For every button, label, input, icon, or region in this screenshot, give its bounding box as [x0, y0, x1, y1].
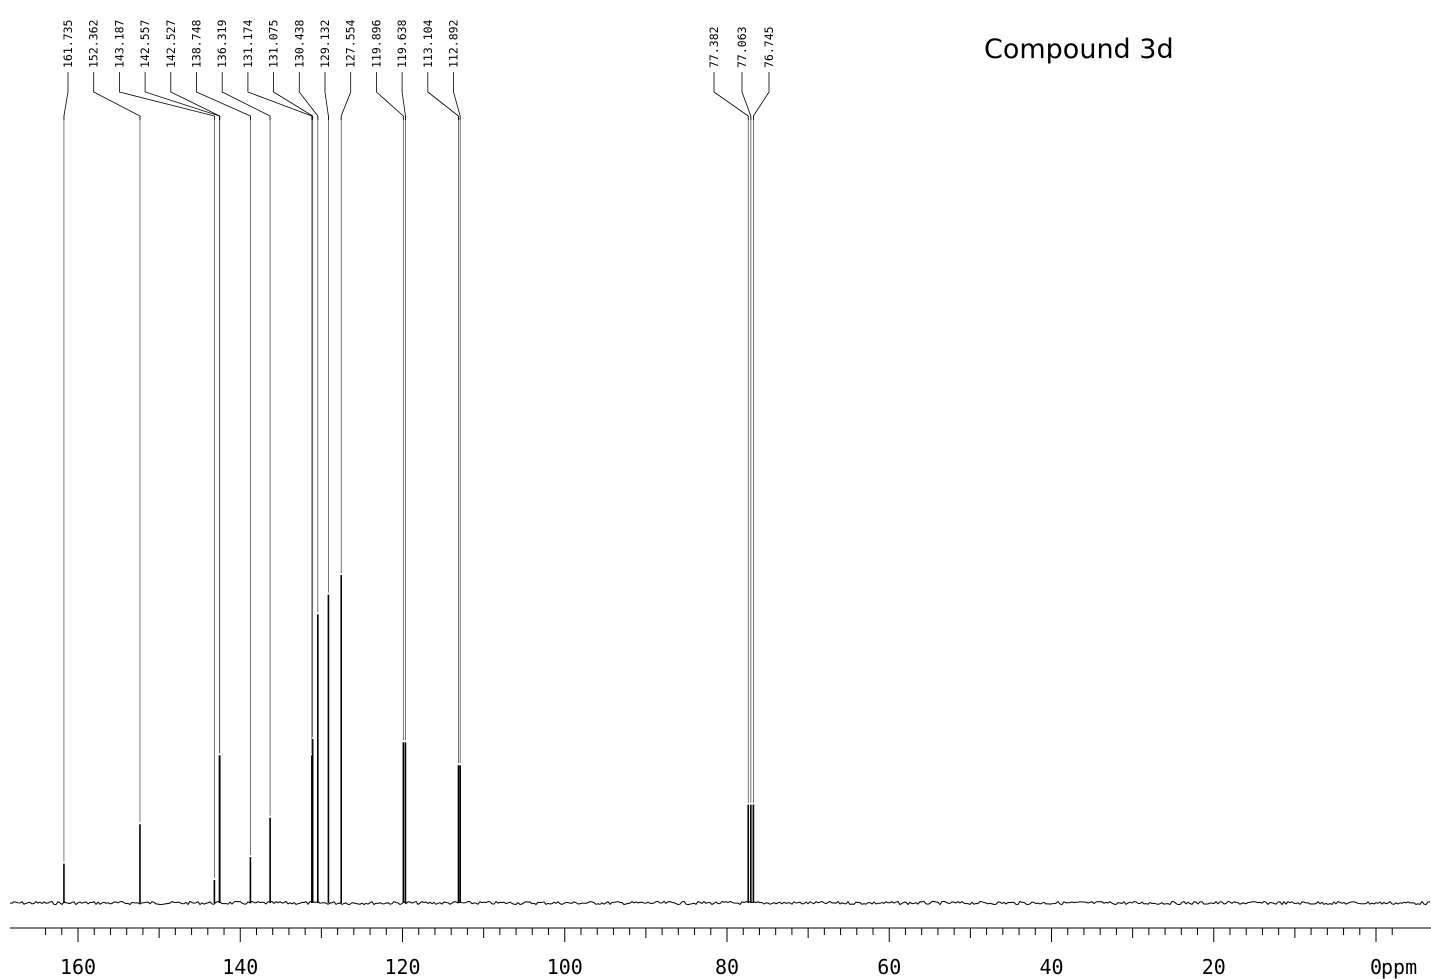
x-axis-tick-label: 140	[222, 955, 258, 979]
peak-label-leader	[93, 72, 141, 120]
x-axis-tick-label: 160	[60, 955, 96, 979]
peak-label-leader	[713, 72, 749, 120]
spectrum-baseline	[9, 900, 1431, 906]
peak-label: 76.745	[762, 26, 776, 68]
x-axis-tick-label: 20	[1202, 955, 1226, 979]
chart-title: Compound 3d	[984, 34, 1174, 65]
x-axis-tick-label: 80	[715, 955, 739, 979]
peak-label-leader	[324, 72, 329, 120]
x-axis-tick-label: 0	[1370, 955, 1382, 979]
peak-label-leader	[221, 72, 271, 120]
peak-label: 143.187	[112, 19, 126, 68]
x-axis-tick-label: 40	[1039, 955, 1063, 979]
peak-label-leader	[273, 72, 314, 120]
peak-label: 113.104	[421, 19, 435, 68]
peak-label-leader	[427, 72, 459, 120]
peak-label: 77.063	[735, 26, 749, 68]
peak-label-leader	[401, 72, 406, 120]
peak-label: 77.382	[707, 26, 721, 68]
peak-label: 131.174	[241, 19, 255, 68]
peak-label-leader	[453, 72, 461, 120]
peak-label: 161.735	[61, 20, 75, 68]
peak-label-leader	[375, 72, 404, 120]
peak-label-leader	[144, 72, 220, 120]
peak-label: 142.527	[164, 19, 178, 68]
peak-label-leader	[340, 72, 352, 120]
peak-label-leader	[170, 72, 221, 120]
peak-label: 129.132	[318, 20, 332, 68]
peak-label-leader	[741, 72, 752, 120]
peak-label-leader	[753, 72, 770, 120]
peak-label: 112.892	[447, 20, 461, 68]
peak-label: 136.319	[215, 19, 229, 68]
peak-label: 152.362	[87, 20, 101, 68]
peak-label-leader	[247, 72, 313, 120]
peak-label-leader	[63, 72, 69, 120]
x-axis-tick-label: 120	[384, 955, 420, 979]
x-axis-tick-label: 100	[547, 955, 583, 979]
x-axis-unit-label: ppm	[1381, 955, 1417, 979]
peak-label-leader	[196, 72, 251, 120]
peak-label-leader	[298, 72, 319, 120]
peak-label: 119.638	[395, 19, 409, 68]
peak-label: 130.438	[292, 19, 306, 68]
peak-label: 127.554	[344, 19, 358, 68]
peak-label: 142.557	[138, 19, 152, 68]
peak-label: 119.896	[369, 19, 383, 68]
peak-label-leader	[119, 72, 215, 120]
peak-label: 138.748	[190, 19, 204, 68]
peak-label: 131.075	[267, 20, 281, 68]
x-axis-tick-label: 60	[877, 955, 901, 979]
